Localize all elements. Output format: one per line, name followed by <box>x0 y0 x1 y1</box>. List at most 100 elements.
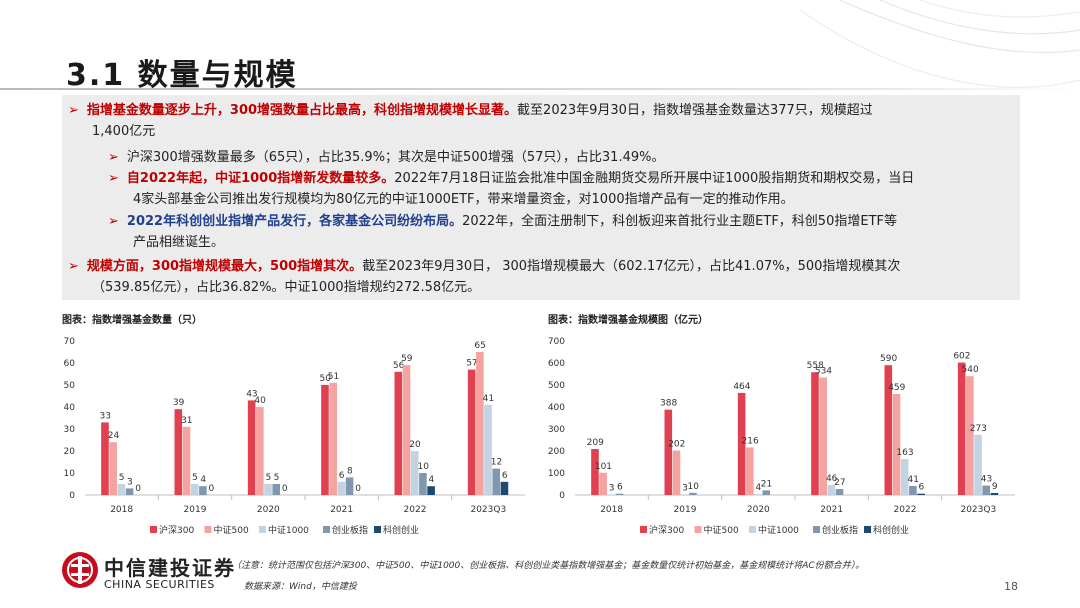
bar <box>982 485 991 495</box>
legend-swatch <box>323 526 330 533</box>
data-label: 40 <box>254 396 266 406</box>
bar <box>199 486 207 495</box>
x-tick-label: 2019 <box>674 505 697 515</box>
y-tick-label: 70 <box>64 337 76 347</box>
sub-bullet-2: ➢ 自2022年起，中证1000指增新发数量较多。2022年7月18日证监会批准中… <box>108 169 914 189</box>
bar <box>607 494 616 495</box>
y-tick-label: 0 <box>69 491 75 501</box>
bar <box>190 484 199 495</box>
bullet-2-head: 规模方面，300指增规模最大，500指增其次。 <box>86 259 363 274</box>
bar <box>819 377 827 495</box>
china-securities-logo-icon <box>62 552 98 588</box>
data-label: 3 <box>127 477 133 487</box>
bullet-1-body: 截至2023年9月30日，指数增强基金数量达377只，规模超过 <box>517 103 873 118</box>
sub-bullet-3-body: 2022年，全面注册制下，科创板迎来首批行业主题ETF，科创50指增ETF等 <box>462 214 897 229</box>
bar <box>884 365 893 495</box>
chart-2-title: 图表：指数增强基金规模图（亿元） <box>548 315 708 326</box>
page-title: 3.1 数量与规模 <box>66 58 298 93</box>
data-label: 31 <box>181 416 192 426</box>
x-tick-label: 2021 <box>820 505 843 515</box>
legend-swatch <box>694 526 702 533</box>
legend-swatch <box>640 526 647 533</box>
data-label: 5 <box>265 473 271 483</box>
data-label: 41 <box>907 475 918 485</box>
data-label: 65 <box>474 341 485 351</box>
data-label: 39 <box>173 398 185 408</box>
y-tick-label: 0 <box>559 491 565 501</box>
bar <box>591 449 599 495</box>
bullet-1-cont: 1,400亿元 <box>92 124 156 139</box>
y-tick-label: 50 <box>64 381 76 391</box>
decorative-curves <box>799 0 1080 88</box>
data-label: 6 <box>339 471 345 481</box>
data-label: 50 <box>320 374 332 384</box>
y-tick-label: 200 <box>548 447 565 457</box>
bar <box>680 494 689 495</box>
x-tick-label: 2019 <box>184 505 207 515</box>
data-label: 9 <box>992 482 998 492</box>
legend-label: 创业板指 <box>332 524 368 536</box>
arrow-bullet-icon: ➢ <box>68 103 79 118</box>
data-label: 101 <box>595 462 612 472</box>
data-label: 8 <box>347 466 353 476</box>
x-tick-label: 2021 <box>330 505 353 515</box>
sub-bullet-2-cont: 4家头部基金公司推出发行规模均为80亿元的中证1000ETF，带来增量资金，对1… <box>133 192 794 207</box>
bar <box>909 485 917 495</box>
sub-bullet-1: ➢ 沪深300增强数量最多（65只），占比35.9%；其次是中证500增强（57只… <box>108 148 664 168</box>
data-label: 59 <box>401 354 413 364</box>
legend-swatch <box>864 526 871 533</box>
data-label: 0 <box>209 484 215 494</box>
data-label: 33 <box>100 411 111 421</box>
arrow-bullet-icon: ➢ <box>108 171 119 186</box>
bar <box>957 362 966 495</box>
sub-bullet-3: ➢ 2022年科创创业指增产品发行，各家基金公司纷纷布局。2022年，全面注册制下… <box>108 212 897 232</box>
bar <box>247 400 256 495</box>
data-label: 5 <box>192 473 198 483</box>
data-label: 0 <box>282 484 288 494</box>
bar <box>174 409 183 495</box>
bar <box>337 481 346 495</box>
bar <box>427 486 435 495</box>
data-label: 464 <box>733 382 750 392</box>
bar <box>672 450 681 495</box>
bar <box>484 404 492 495</box>
x-tick-label: 2022 <box>894 505 917 515</box>
data-label: 459 <box>888 383 905 393</box>
bar <box>329 382 337 495</box>
bullet-1-head: 指增基金数量逐步上升，300增强数量占比最高，科创指增规模增长显著。 <box>86 103 518 118</box>
x-tick-label: 2023Q3 <box>470 505 506 515</box>
bar <box>900 459 909 495</box>
bar <box>492 468 501 495</box>
arrow-bullet-icon: ➢ <box>108 150 119 165</box>
x-tick-label: 2020 <box>257 505 280 515</box>
y-tick-label: 600 <box>548 359 565 369</box>
data-label: 43 <box>246 389 257 399</box>
footnote: （注意：统计范围仅包括沪深300、中证500、中证1000、创业板指、科创创业类… <box>232 561 865 571</box>
bar <box>345 477 354 495</box>
bar <box>664 409 673 495</box>
bar <box>419 473 427 495</box>
logo-text-cn: 中信建投证券 <box>104 556 236 580</box>
y-tick-label: 30 <box>64 425 76 435</box>
y-tick-label: 700 <box>548 337 565 347</box>
y-tick-label: 400 <box>548 403 565 413</box>
bar <box>117 484 126 495</box>
bar <box>109 442 117 495</box>
legend-swatch <box>813 526 820 533</box>
bar <box>500 481 509 495</box>
summary-panel <box>62 95 1020 300</box>
legend-swatch <box>150 526 157 533</box>
bar <box>467 369 476 495</box>
bullet-2: ➢ 规模方面，300指增规模最大，500指增其次。截至2023年9月30日， 30… <box>68 257 900 277</box>
bar <box>917 493 925 495</box>
legend-swatch <box>749 526 756 533</box>
data-label: 4 <box>200 475 206 485</box>
bar <box>410 451 419 495</box>
bar <box>321 385 329 495</box>
bar <box>827 484 836 495</box>
data-label: 388 <box>660 399 677 409</box>
chart-1-title: 图表：指数增强基金数量（只） <box>62 315 202 326</box>
y-tick-label: 300 <box>548 425 565 435</box>
x-tick-label: 2020 <box>747 505 770 515</box>
bar <box>101 422 109 495</box>
